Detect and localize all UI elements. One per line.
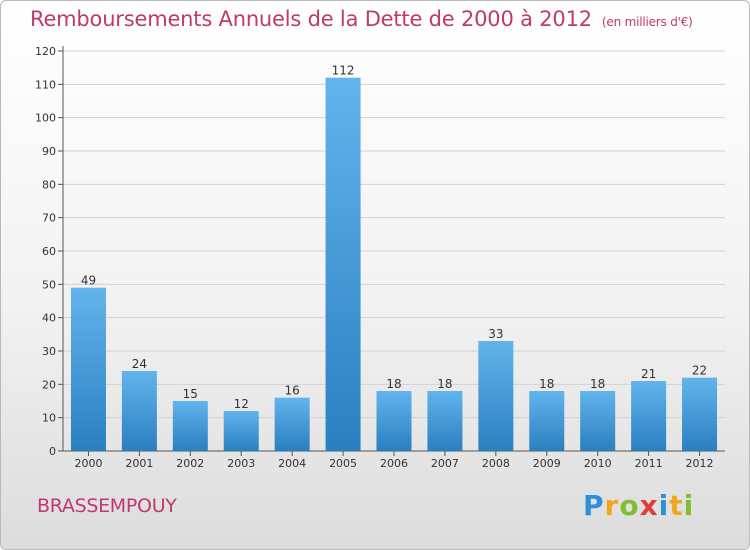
- data-label: 49: [81, 274, 96, 288]
- x-tick-label: 2002: [176, 457, 204, 470]
- bar: [325, 77, 361, 452]
- x-tick-label: 2008: [482, 457, 510, 470]
- x-tick-label: 2006: [380, 457, 408, 470]
- bar: [172, 401, 208, 451]
- x-tick-label: 2000: [74, 457, 102, 470]
- data-label: 112: [332, 64, 355, 78]
- logo-letter: r: [604, 489, 620, 522]
- bar: [478, 341, 514, 451]
- data-label: 33: [488, 327, 503, 341]
- bar: [376, 391, 412, 451]
- x-tick-label: 2012: [686, 457, 714, 470]
- commune-name: BRASSEMPOUY: [37, 495, 177, 517]
- y-tick-label: 110: [35, 78, 56, 91]
- y-tick-label: 20: [42, 378, 56, 391]
- x-tick-label: 2007: [431, 457, 459, 470]
- data-label: 18: [539, 377, 554, 391]
- x-tick-label: 2003: [227, 457, 255, 470]
- y-tick-label: 0: [49, 445, 56, 458]
- x-tick-label: 2004: [278, 457, 306, 470]
- y-tick-label: 100: [35, 112, 56, 125]
- logo-letter: o: [619, 489, 640, 522]
- chart-title-text: Remboursements Annuels de la Dette de 20…: [30, 7, 592, 31]
- chart-unit: (en milliers d'€): [601, 15, 693, 29]
- bar: [427, 391, 463, 451]
- y-tick-label: 80: [42, 178, 56, 191]
- x-tick-label: 2010: [584, 457, 612, 470]
- bar: [274, 397, 310, 451]
- x-tick-label: 2005: [329, 457, 357, 470]
- bars: [70, 77, 718, 452]
- data-label: 12: [234, 397, 249, 411]
- bar: [580, 391, 616, 451]
- bar: [529, 391, 565, 451]
- logo-letter: x: [639, 489, 659, 522]
- bar: [631, 381, 667, 451]
- y-tick-label: 60: [42, 245, 56, 258]
- data-label: 18: [386, 377, 401, 391]
- logo-letter: i: [683, 489, 695, 522]
- logo-letter: i: [658, 489, 670, 522]
- bar: [70, 287, 106, 451]
- bar: [121, 371, 157, 451]
- x-tick-label: 2011: [635, 457, 663, 470]
- data-label: 21: [641, 367, 656, 381]
- x-tick-label: 2001: [125, 457, 153, 470]
- bar: [682, 377, 718, 451]
- data-label: 16: [285, 384, 300, 398]
- y-tick-label: 50: [42, 278, 56, 291]
- data-label: 15: [183, 387, 198, 401]
- bar: [223, 411, 259, 451]
- y-tick-label: 120: [35, 45, 56, 58]
- y-tick-label: 40: [42, 312, 56, 325]
- data-label: 24: [132, 357, 147, 371]
- grid-lines: [63, 50, 725, 419]
- data-label: 18: [590, 377, 605, 391]
- labels: 0 10 20 30 40 50 60 70 80 90 100 110 120 49 2000 24 2001…: [35, 45, 714, 470]
- proxiti-logo: Proxiti: [583, 489, 694, 522]
- data-label: 18: [437, 377, 452, 391]
- chart-title: Remboursements Annuels de la Dette de 20…: [30, 7, 693, 31]
- y-tick-label: 90: [42, 145, 56, 158]
- y-tick-label: 70: [42, 212, 56, 225]
- y-tick-label: 10: [42, 412, 56, 425]
- logo-letter: t: [669, 489, 684, 522]
- y-tick-label: 30: [42, 345, 56, 358]
- logo-letter: P: [583, 489, 605, 522]
- x-tick-label: 2009: [533, 457, 561, 470]
- data-label: 22: [692, 364, 707, 378]
